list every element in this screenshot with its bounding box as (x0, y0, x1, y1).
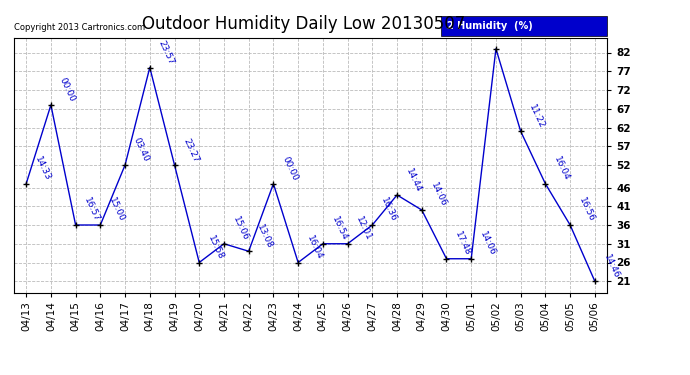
Text: 16:04: 16:04 (552, 155, 571, 182)
Text: 16:54: 16:54 (330, 215, 349, 242)
Text: 14:06: 14:06 (478, 230, 497, 257)
Text: 16:56: 16:56 (577, 196, 596, 223)
Text: 16:04: 16:04 (305, 234, 324, 261)
Text: Copyright 2013 Cartronics.com: Copyright 2013 Cartronics.com (14, 23, 145, 32)
Text: 00:00: 00:00 (58, 76, 77, 104)
Text: 15:06: 15:06 (231, 215, 250, 242)
Text: 14:33: 14:33 (33, 155, 52, 182)
Text: 23:27: 23:27 (181, 136, 200, 164)
Text: 16:36: 16:36 (380, 196, 398, 223)
Text: 14:44: 14:44 (404, 167, 423, 194)
Text: 14:46: 14:46 (602, 253, 621, 280)
Text: 2 Humidity  (%): 2 Humidity (%) (447, 21, 533, 31)
Text: 11:22: 11:22 (528, 103, 546, 130)
Text: 13:08: 13:08 (255, 223, 275, 250)
Text: 14:06: 14:06 (428, 182, 448, 209)
Text: 16:57: 16:57 (83, 196, 101, 223)
FancyBboxPatch shape (441, 16, 607, 36)
Text: 15:00: 15:00 (107, 196, 126, 223)
Text: 03:40: 03:40 (132, 136, 151, 164)
Text: 23:57: 23:57 (157, 39, 176, 66)
Text: Outdoor Humidity Daily Low 20130507: Outdoor Humidity Daily Low 20130507 (142, 15, 465, 33)
Text: 17:48: 17:48 (453, 230, 473, 257)
Text: 00:00: 00:00 (280, 155, 299, 182)
Text: 15:58: 15:58 (206, 234, 225, 261)
Text: 12:01: 12:01 (355, 215, 373, 242)
